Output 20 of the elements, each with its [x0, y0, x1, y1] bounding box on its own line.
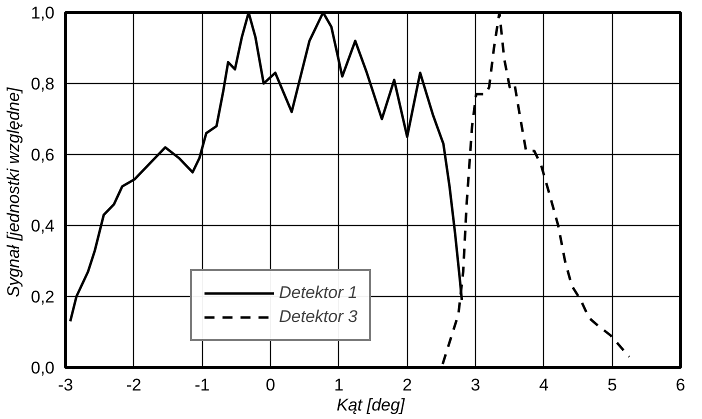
x-tick-label: 5 [607, 376, 617, 394]
x-axis-title: Kąt [deg] [336, 396, 406, 414]
y-axis-title: Sygnał [jednostki względne] [4, 86, 23, 298]
x-tick-label: 3 [470, 376, 480, 394]
x-tick-label: -2 [126, 376, 142, 394]
legend-label: Detektor 3 [279, 307, 358, 327]
y-tick-label: 0,6 [30, 146, 55, 164]
legend-label: Detektor 1 [279, 283, 358, 303]
y-tick-label: 0,8 [30, 74, 55, 94]
y-tick-label: 0,4 [30, 216, 55, 236]
x-tick-label: 2 [402, 376, 412, 394]
y-tick-label: 0,0 [30, 358, 55, 378]
x-tick-label: 6 [676, 376, 686, 394]
y-tick-label: 0,2 [30, 288, 55, 306]
y-tick-label: 1,0 [30, 4, 55, 22]
x-tick-label: 4 [539, 376, 549, 394]
x-tick-label: -1 [194, 376, 210, 394]
x-tick-label: 0 [266, 376, 276, 394]
x-tick-label: -3 [58, 376, 74, 394]
x-tick-label: 1 [334, 376, 344, 394]
